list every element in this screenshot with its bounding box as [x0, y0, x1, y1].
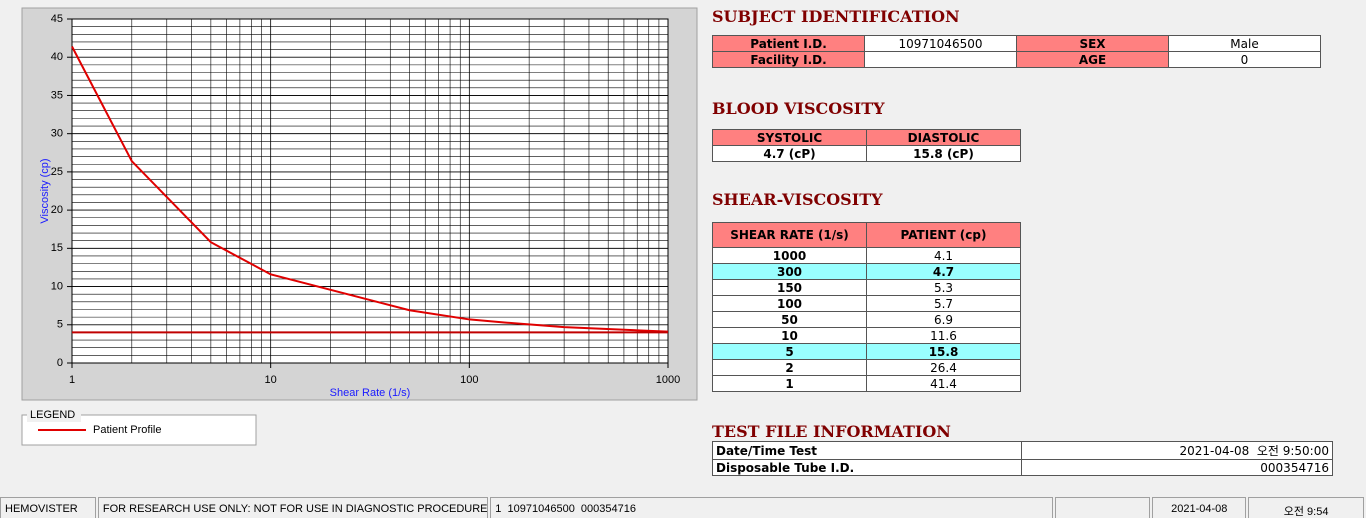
table-row: 1000 4.1 — [712, 247, 1021, 264]
x-tick-label: 10 — [265, 374, 277, 386]
table-cell: 4.7 — [866, 263, 1021, 280]
status-cell — [1055, 497, 1151, 518]
table-cell: 5.7 — [866, 295, 1021, 312]
table-row: 10 11.6 — [712, 327, 1021, 344]
table-cell: 4.1 — [866, 247, 1021, 264]
y-tick-label: 45 — [51, 13, 63, 25]
y-tick-label: 25 — [51, 166, 63, 178]
legend-title-bg — [27, 408, 81, 422]
table-row: 1 41.4 — [712, 375, 1021, 392]
table-row: 5 15.8 — [712, 343, 1021, 360]
table-row: Disposable Tube I.D. 000354716 — [712, 459, 1333, 476]
data-line — [71, 46, 669, 333]
table-cell: 0 — [1168, 51, 1321, 68]
table-cell: PATIENT (cp) — [866, 222, 1021, 248]
table-row: 100 5.7 — [712, 295, 1021, 312]
table-cell: 2 — [712, 359, 867, 376]
legend-title: LEGEND — [30, 409, 75, 421]
y-tick-label: 10 — [51, 280, 63, 292]
table-cell: Male — [1168, 35, 1321, 52]
y-tick-label: 40 — [51, 51, 63, 63]
section-title: SUBJECT IDENTIFICATION — [712, 7, 960, 26]
table-cell: 15.8 (cP) — [866, 145, 1021, 162]
y-tick-label: 20 — [51, 204, 63, 216]
subject-table: Patient I.D. 10971046500 SEX Male Facility I… — [712, 35, 1321, 68]
table-row: 300 4.7 — [712, 263, 1021, 280]
table-row: 150 5.3 — [712, 279, 1021, 296]
shear-table: SHEAR RATE (1/s) PATIENT (cp) 1000 4.1 300 4.… — [712, 222, 1021, 392]
status-cell: 1 10971046500 000354716 — [490, 497, 1054, 518]
table-cell: Disposable Tube I.D. — [712, 459, 1022, 476]
x-tick-label: 1 — [69, 374, 75, 386]
table-cell: 11.6 — [866, 327, 1021, 344]
table-cell — [864, 51, 1017, 68]
table-cell: 26.4 — [866, 359, 1021, 376]
table-cell: AGE — [1016, 51, 1169, 68]
chart: Shear Rate (1/s) Viscosity (cp) LEGEND 0… — [21, 7, 698, 446]
section-title: BLOOD VISCOSITY — [712, 99, 885, 118]
table-row: SYSTOLIC DIASTOLIC — [712, 129, 1021, 146]
table-cell: 6.9 — [866, 311, 1021, 328]
table-cell: 50 — [712, 311, 867, 328]
status-cell: 오전 9:54 — [1248, 497, 1365, 518]
table-cell: 1000 — [712, 247, 867, 264]
table-cell: Patient I.D. — [712, 35, 865, 52]
table-cell: 10 — [712, 327, 867, 344]
test-file-table: Date/Time Test 2021-04-08 오전 9:50:00 Dispo… — [712, 441, 1333, 476]
table-cell: 15.8 — [866, 343, 1021, 360]
table-row: 2 26.4 — [712, 359, 1021, 376]
table-cell: 10971046500 — [864, 35, 1017, 52]
table-cell: 5.3 — [866, 279, 1021, 296]
table-row: SHEAR RATE (1/s) PATIENT (cp) — [712, 222, 1021, 248]
status-bar: HEMOVISTER FOR RESEARCH USE ONLY: NOT FOR… — [0, 497, 1366, 518]
x-tick-label: 100 — [460, 374, 478, 386]
section-title: TEST FILE INFORMATION — [712, 422, 951, 441]
table-cell: 4.7 (cP) — [712, 145, 867, 162]
x-axis-label: Shear Rate (1/s) — [330, 387, 411, 399]
table-cell: 1 — [712, 375, 867, 392]
legend-label: Patient Profile — [93, 424, 161, 436]
table-cell: 000354716 — [1021, 459, 1333, 476]
table-cell: SHEAR RATE (1/s) — [712, 222, 867, 248]
table-cell: 41.4 — [866, 375, 1021, 392]
table-row: Facility I.D. AGE 0 — [712, 51, 1321, 68]
table-cell: Facility I.D. — [712, 51, 865, 68]
table-cell: SYSTOLIC — [712, 129, 867, 146]
table-row: 4.7 (cP) 15.8 (cP) — [712, 145, 1021, 162]
plot-area — [71, 18, 669, 364]
table-cell: 300 — [712, 263, 867, 280]
y-tick-label: 5 — [57, 319, 63, 331]
status-cell: FOR RESEARCH USE ONLY: NOT FOR USE IN DI… — [97, 497, 489, 518]
table-cell: SEX — [1016, 35, 1169, 52]
table-cell: DIASTOLIC — [866, 129, 1021, 146]
section-title: SHEAR-VISCOSITY — [712, 190, 883, 209]
table-cell: 150 — [712, 279, 867, 296]
status-cell: HEMOVISTER — [0, 497, 96, 518]
table-cell: Date/Time Test — [712, 441, 1022, 460]
table-row: 50 6.9 — [712, 311, 1021, 328]
y-axis-label: Viscosity (cp) — [39, 158, 51, 223]
y-tick-label: 0 — [57, 357, 63, 369]
table-cell: 100 — [712, 295, 867, 312]
table-row: Patient I.D. 10971046500 SEX Male — [712, 35, 1321, 52]
table-cell: 5 — [712, 343, 867, 360]
table-row: Date/Time Test 2021-04-08 오전 9:50:00 — [712, 441, 1333, 460]
status-cell: 2021-04-08 — [1152, 497, 1247, 518]
table-cell: 2021-04-08 오전 9:50:00 — [1021, 441, 1333, 460]
y-tick-label: 15 — [51, 242, 63, 254]
x-tick-label: 1000 — [656, 374, 680, 386]
y-tick-label: 30 — [51, 128, 63, 140]
y-tick-label: 35 — [51, 89, 63, 101]
blood-table: SYSTOLIC DIASTOLIC 4.7 (cP) 15.8 (cP) — [712, 129, 1021, 162]
